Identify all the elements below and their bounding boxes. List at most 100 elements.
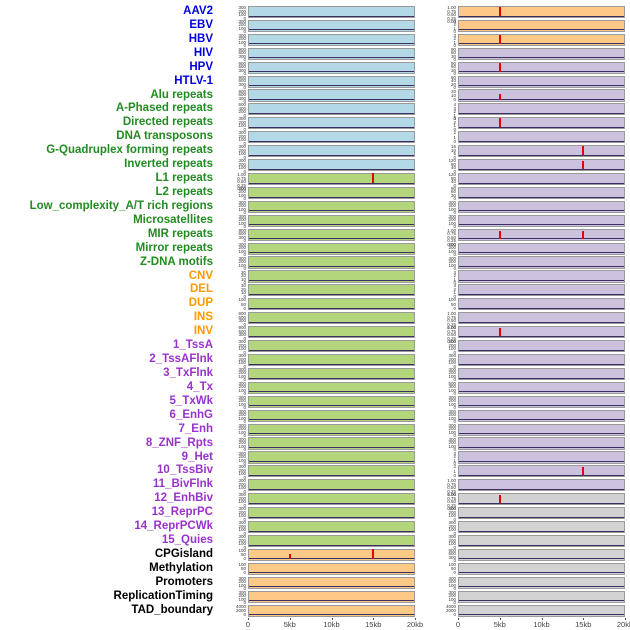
y-tick-label: 120 [448,172,456,178]
y-tick-label: 300 [238,255,246,261]
y-tick-label: 100 [238,346,246,352]
y-tick-label: 300 [238,116,246,122]
plot-fill [248,562,415,575]
density-baseline [249,57,414,59]
y-tick-label: 300 [238,478,246,484]
y-tick-label: 3 [453,283,456,289]
y-tick-label: 600 [238,314,246,320]
y-tick-label: 600 [238,231,246,237]
y-tick-label: 0 [243,461,246,466]
plot-fill [248,298,415,311]
density-baseline [249,419,414,421]
y-tick-label: 0 [243,238,246,244]
y-tick-label: 0 [243,112,246,118]
y-tick-label: 0 [453,349,456,355]
feature-row: Z-DNA motifs 300 200 100 0 300 200 100 0 [0,255,630,271]
y-ticks: 300 200 100 0 [432,590,458,604]
row-label: L1 repeats [155,172,213,185]
plot-fill [248,47,415,60]
row-label: 15_Quies [161,534,213,547]
y-tick-label: 100 [238,262,246,268]
y-ticks: 300 200 100 0 [222,409,248,423]
y-tick-label: 300 [448,213,456,219]
feature-row: ReplicationTiming 300 200 100 0 300 200 100 0 [0,590,630,605]
y-tick-label: 0 [453,391,456,397]
y-tick-label: 2 [453,36,456,42]
plot-fill [248,270,415,283]
y-tick-label: 200 [238,523,246,529]
density-baseline [459,112,624,114]
y-tick-label: 200 [448,342,456,348]
density-baseline [249,461,414,463]
y-tick-label: 200 [448,398,456,404]
y-tick-label: 3 [453,105,456,111]
plot-fill [248,604,415,617]
row-label: CNV [188,269,213,282]
y-tick-label: 1 [453,39,456,45]
y-tick-label: 100 [238,39,246,45]
y-tick-label: 0 [453,182,456,188]
density-baseline [459,293,624,295]
y-tick-label: 300 [448,436,456,442]
y-tick-label: 300 [448,353,456,359]
y-ticks: 300 200 100 0 [222,492,248,508]
y-tick-label: 0.00 [237,186,246,192]
feature-row: Inverted repeats 300 200 100 0 120 80 40 0 [0,158,630,173]
plot-fill [248,381,415,394]
x-tick-label: 10kb [533,620,550,630]
y-tick-label: 900 [238,88,246,94]
y-ticks: 300 200 100 0 [222,576,248,590]
right-plot: 300 200 100 0 [432,213,625,229]
plot-fill [458,604,625,617]
feature-row: HIV 900 600 300 0 90 60 30 0 [0,46,630,62]
y-tick-label: 0 [453,530,456,536]
red-spike [499,63,502,72]
left-plot: 4000 2000 0 [222,604,415,618]
left-plot: 300 200 100 0 [222,130,415,145]
density-baseline [249,474,414,476]
right-plot: 300 200 100 0 [432,339,625,355]
y-tick-label: 20 [240,273,246,279]
row-label: HIV [193,46,213,59]
y-tick-label: 80 [450,175,456,181]
y-tick-label: 100 [238,12,246,17]
row-label: 13_ReprPC [151,506,213,519]
y-tick-label: 0.00 [447,506,456,512]
density-baseline [249,405,414,407]
plot-fill [458,423,625,436]
y-tick-label: 100 [238,165,246,171]
y-tick-label: 0 [243,293,246,299]
right-plot: 300 200 100 0 [432,437,625,452]
left-plot: 300 200 100 0 [222,506,415,521]
y-tick-label: 100 [448,206,456,212]
y-tick-label: 900 [238,325,246,331]
left-plot: 100 50 0 [222,562,415,576]
y-tick-label: 900 [448,547,456,553]
plot-fill [458,270,625,283]
y-ticks: 300 200 100 0 [432,437,458,451]
y-tick-label: 0 [453,570,456,576]
right-plot: 15 10 5 0 [432,144,625,159]
left-plot: 300 200 100 0 [222,214,415,229]
y-tick-label: 100 [448,527,456,533]
plot-fill [248,214,415,227]
density-baseline [459,182,624,184]
row-label: 8_ZNF_Rpts [145,436,213,449]
y-tick-label: 4000 [445,603,456,609]
y-tick-label: 0.75 [447,495,456,501]
density-baseline [459,377,624,379]
plot-fill [248,228,415,241]
y-tick-label: 900 [238,227,246,233]
y-tick-label: 0 [453,558,456,564]
y-tick-label: 300 [238,450,246,456]
row-label: Inverted repeats [124,158,213,171]
density-baseline [459,391,624,393]
y-tick-label: 0 [243,502,246,508]
y-tick-label: 200 [448,509,456,515]
y-tick-label: 200 [238,22,246,28]
y-tick-label: 300 [238,575,246,581]
left-plot: 1.00 0.75 0.50 0.25 0.00 [222,172,415,191]
